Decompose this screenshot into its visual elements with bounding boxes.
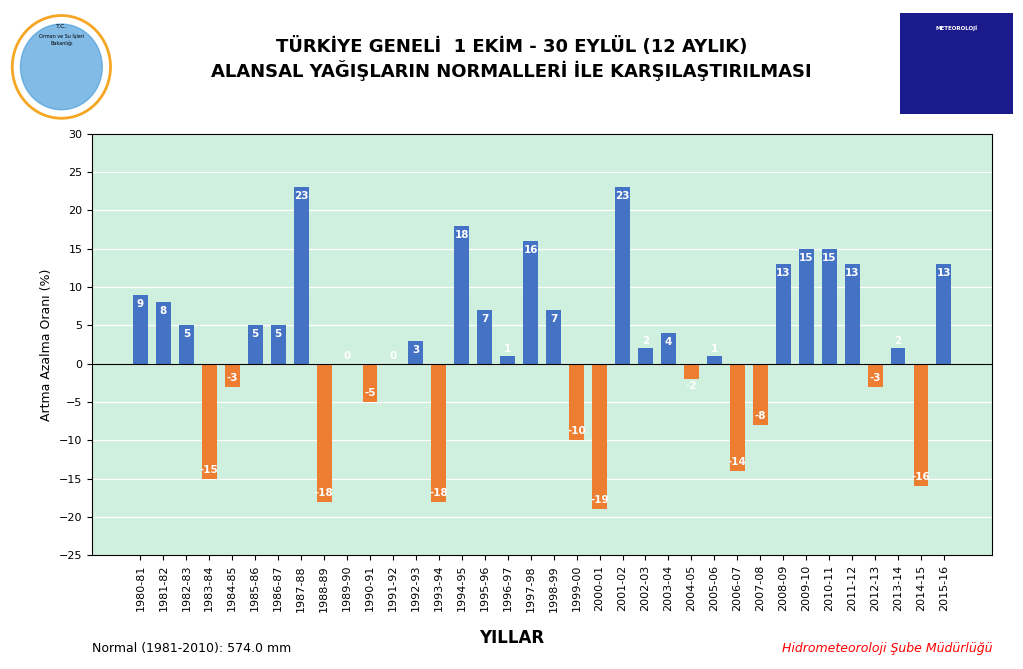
Text: TÜRKİYE GENELİ  1 EKİM - 30 EYLÜL (12 AYLIK): TÜRKİYE GENELİ 1 EKİM - 30 EYLÜL (12 AYL… <box>276 37 747 56</box>
Bar <box>317 364 331 502</box>
Text: Normal (1981-2010): 574.0 mm: Normal (1981-2010): 574.0 mm <box>92 642 292 655</box>
Text: -19: -19 <box>590 496 609 506</box>
Bar <box>707 356 722 364</box>
Bar <box>155 302 171 364</box>
Text: 23: 23 <box>294 191 308 201</box>
Text: 8: 8 <box>160 306 167 316</box>
Bar <box>775 264 791 364</box>
Text: 13: 13 <box>776 268 791 278</box>
Text: 15: 15 <box>799 253 813 262</box>
Bar <box>615 187 630 364</box>
Text: -5: -5 <box>364 388 375 398</box>
Bar <box>432 364 446 502</box>
Text: 1: 1 <box>504 344 512 354</box>
Text: 7: 7 <box>481 314 489 324</box>
Text: -10: -10 <box>567 427 586 436</box>
Bar <box>592 364 607 509</box>
Bar <box>179 325 193 364</box>
FancyBboxPatch shape <box>897 10 1016 116</box>
Bar <box>684 364 699 379</box>
Text: 9: 9 <box>137 298 144 308</box>
Text: 2: 2 <box>641 336 650 346</box>
Bar <box>638 349 653 364</box>
Text: -18: -18 <box>315 488 333 498</box>
Bar <box>661 333 676 364</box>
Text: 4: 4 <box>665 337 672 347</box>
Text: 13: 13 <box>845 268 859 278</box>
Text: 15: 15 <box>821 253 837 262</box>
Text: 5: 5 <box>183 329 190 339</box>
Bar <box>729 364 745 471</box>
Bar <box>362 364 377 402</box>
Bar <box>753 364 767 425</box>
Text: METEOROLOJİ: METEOROLOJİ <box>935 25 978 31</box>
Y-axis label: Artma Azalma Oranı (%): Artma Azalma Oranı (%) <box>40 268 53 421</box>
Bar <box>569 364 584 440</box>
Bar <box>478 310 492 364</box>
Text: 18: 18 <box>454 229 470 240</box>
Bar <box>799 249 813 364</box>
Text: YILLAR: YILLAR <box>479 629 544 647</box>
Text: 7: 7 <box>550 314 558 324</box>
Bar <box>202 364 217 478</box>
Text: 0: 0 <box>390 351 397 361</box>
Text: 2: 2 <box>894 336 901 346</box>
Bar <box>271 325 285 364</box>
Bar <box>133 295 148 364</box>
Text: 23: 23 <box>615 191 630 201</box>
Text: -16: -16 <box>911 472 930 482</box>
Text: 13: 13 <box>937 268 951 278</box>
Text: Hidrometeoroloji Şube Müdürlüğü: Hidrometeoroloji Şube Müdürlüğü <box>782 642 992 655</box>
Bar <box>914 364 929 486</box>
Text: Bakanlığı: Bakanlığı <box>50 41 73 46</box>
Text: 3: 3 <box>412 345 419 355</box>
Bar <box>294 187 309 364</box>
Bar <box>891 349 905 364</box>
Text: -3: -3 <box>226 373 238 383</box>
Text: Orman ve Su İşleri: Orman ve Su İşleri <box>39 33 84 39</box>
Text: -15: -15 <box>199 465 219 475</box>
Text: ALANSAL YAĞIŞLARIN NORMALLERİ İLE KARŞILAŞTIRILMASI: ALANSAL YAĞIŞLARIN NORMALLERİ İLE KARŞIL… <box>211 60 812 81</box>
Text: 0: 0 <box>344 351 351 361</box>
Bar <box>225 364 239 387</box>
Bar <box>408 341 424 364</box>
Text: -14: -14 <box>728 457 747 467</box>
Text: 16: 16 <box>524 245 538 255</box>
Bar <box>523 241 538 364</box>
Bar <box>546 310 562 364</box>
Bar <box>845 264 859 364</box>
Text: -3: -3 <box>870 373 881 383</box>
Text: 5: 5 <box>252 329 259 339</box>
Bar <box>868 364 883 387</box>
Text: 5: 5 <box>274 329 281 339</box>
Text: T.C.: T.C. <box>55 23 68 29</box>
Bar <box>454 225 470 364</box>
Text: -2: -2 <box>685 381 697 391</box>
Bar <box>936 264 951 364</box>
Text: -8: -8 <box>755 411 766 421</box>
Bar <box>248 325 263 364</box>
Text: -18: -18 <box>430 488 448 498</box>
Text: 1: 1 <box>711 344 718 354</box>
Circle shape <box>20 24 102 110</box>
Bar <box>500 356 516 364</box>
Bar <box>821 249 837 364</box>
